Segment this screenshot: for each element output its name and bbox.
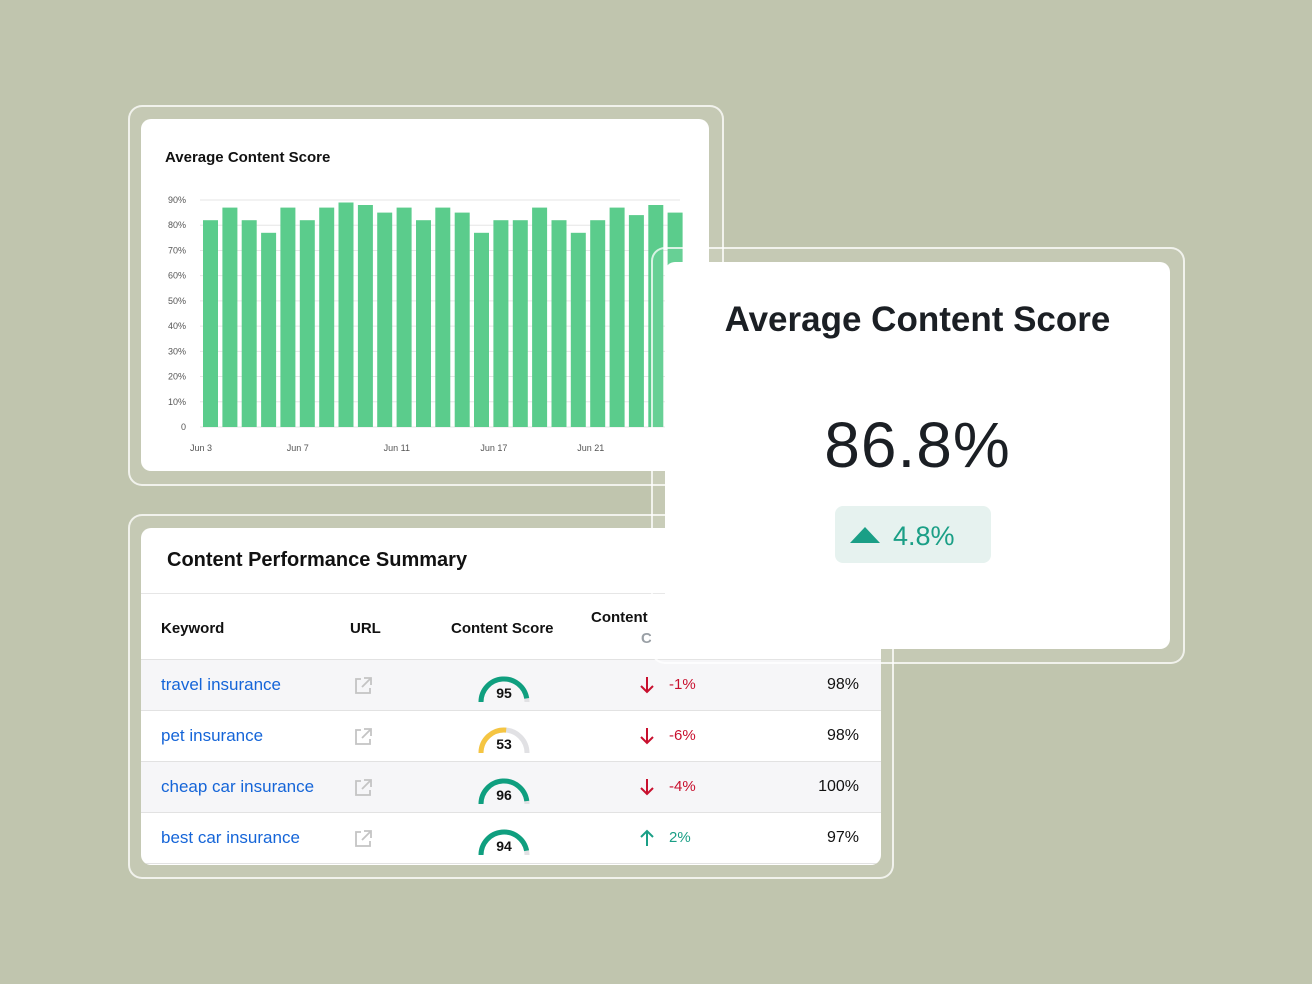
bar[interactable] [261,232,277,427]
arrow-up-icon [640,829,654,846]
bar[interactable] [319,207,335,427]
bar[interactable] [493,220,509,427]
y-tick-label: 10% [168,397,186,407]
keyword-link[interactable]: pet insurance [161,726,264,745]
y-tick-label: 40% [168,321,186,331]
y-tick-label: 80% [168,220,186,230]
content-score-value: 53 [496,736,512,752]
bar[interactable] [377,212,393,427]
percentage-value: 98% [826,727,859,744]
kpi-delta-value: 4.8% [893,521,955,551]
content-change-value: -6% [669,727,696,744]
gauge-fill [478,829,530,856]
kpi-delta-badge: 4.8% [835,506,991,563]
external-link-icon[interactable] [353,727,373,747]
table-row: travel insurance 95 -1% 98% [141,660,881,711]
content-performance-summary-card: Content Performance Summary Keyword URL … [141,528,881,865]
header-content-change[interactable]: Content [591,609,648,626]
table-header: Keyword URL Content Score Content C [141,593,881,660]
external-link-icon[interactable] [353,829,373,849]
arrow-down-icon [640,728,654,745]
header-content-change-sub: C [641,630,652,647]
average-content-score-kpi-card: Average Content Score 86.8% 4.8% [665,262,1170,649]
y-tick-label: 30% [168,346,186,356]
bar[interactable] [454,212,470,427]
gauge-fill [478,778,530,805]
bar[interactable] [532,207,548,427]
content-score-value: 94 [496,838,512,854]
content-change-value: -1% [669,676,696,693]
y-tick-label: 20% [168,372,186,382]
keyword-link[interactable]: cheap car insurance [161,777,315,796]
bar[interactable] [512,220,528,427]
bar[interactable] [280,207,296,427]
bar[interactable] [416,220,431,427]
bar[interactable] [570,232,586,427]
bar[interactable] [338,202,354,428]
gauge-arc [478,676,530,703]
bar[interactable] [628,215,644,427]
bar[interactable] [590,220,606,427]
triangle-up-icon [850,527,880,543]
gauge-arc [478,829,530,856]
arrow-down-icon [640,677,654,694]
content-score-gauge: 96 [477,773,531,807]
x-tick-label: Jun 17 [480,443,507,453]
keyword-link[interactable]: best car insurance [161,828,300,847]
y-tick-label: 60% [168,271,186,281]
percentage-value: 97% [826,829,859,846]
header-keyword[interactable]: Keyword [161,620,225,637]
percentage-value: 98% [826,676,859,693]
y-tick-label: 70% [168,245,186,255]
content-score-value: 96 [496,787,512,803]
x-tick-label: Jun 11 [384,443,410,453]
content-score-gauge: 95 [477,671,531,705]
external-link-icon[interactable] [353,778,373,798]
x-tick-label: Jun 21 [577,443,604,453]
bar[interactable] [222,207,238,427]
content-change-value: 2% [669,829,691,846]
bar-chart: 0 10% 20% 30% 40% 50% 60% 70% 80% 90% Jun 3 Jun 7 Ju… [168,195,683,453]
average-content-score-chart-card: Average Content Score 0 10% 20% 30% 40% 50% 60… [141,119,709,471]
x-tick-label: Jun 7 [287,443,309,453]
gauge-arc [478,778,530,805]
chart-title: Average Content Score [165,149,331,166]
arrow-down-icon [640,779,654,796]
content-score-gauge: 94 [477,824,531,858]
header-url[interactable]: URL [350,620,381,637]
bar[interactable] [357,205,373,427]
bar[interactable] [396,207,412,427]
bar[interactable] [609,207,625,427]
keyword-link[interactable]: travel insurance [161,675,282,694]
table-title: Content Performance Summary [167,549,468,571]
kpi-title: Average Content Score [724,300,1111,339]
table-row: cheap car insurance 96 -4% 100% [141,762,881,813]
gauge-arc [478,727,530,754]
bar[interactable] [299,220,315,427]
percentage-value: 100% [818,778,859,795]
content-score-value: 95 [496,685,512,701]
content-change-value: -4% [669,778,696,795]
external-link-icon[interactable] [353,676,373,696]
bar[interactable] [203,220,218,427]
y-tick-label: 90% [168,195,186,205]
y-tick-label: 0 [181,422,186,432]
gauge-fill [478,676,530,703]
bar[interactable] [551,220,567,427]
bar[interactable] [474,232,489,427]
kpi-value: 86.8% [824,409,1011,481]
bar[interactable] [241,220,257,427]
x-tick-label: Jun 3 [190,443,212,453]
table-row: pet insurance 53 -6% 98% [141,711,881,762]
header-content-score[interactable]: Content Score [451,620,554,637]
bar[interactable] [435,207,451,427]
table-row: best car insurance 94 2% 97% [141,813,881,864]
y-tick-label: 50% [168,296,186,306]
gauge-fill [478,727,507,754]
content-score-gauge: 53 [477,722,531,756]
